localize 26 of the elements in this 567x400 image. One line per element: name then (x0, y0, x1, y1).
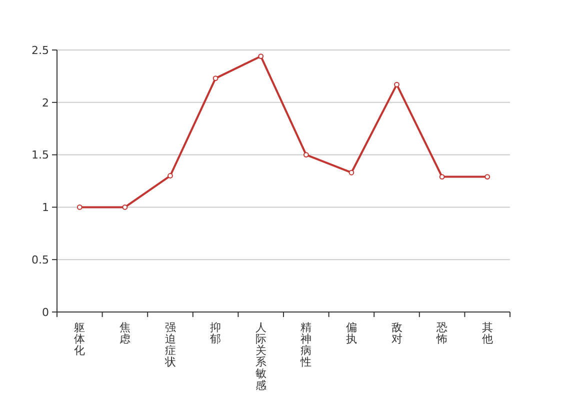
x-tick-label: 躯体化 (74, 321, 86, 358)
point (484, 174, 490, 180)
x-tick-label: 抑郁 (210, 321, 222, 346)
y-tick-label: 1.5 (32, 148, 49, 162)
y-tick-label: 1 (42, 201, 49, 214)
x-tick-label: 精神病性 (300, 321, 312, 369)
x-tick-label: 其他 (482, 321, 493, 346)
point (76, 204, 82, 210)
point (212, 76, 218, 81)
x-tick-label: 恐怖 (436, 321, 448, 346)
y-tick-label: 0 (42, 306, 49, 319)
x-tick-label: 强迫症状 (164, 321, 176, 369)
point (394, 82, 400, 88)
point (168, 173, 173, 178)
y-tick-label: 2.5 (32, 44, 49, 57)
x-tick-label: 敌对 (391, 321, 402, 346)
y-tick-label: 0.5 (32, 253, 49, 266)
x-tick-label: 偏执 (346, 321, 357, 346)
point (303, 152, 309, 158)
point (122, 204, 128, 210)
point (439, 174, 445, 180)
point (258, 54, 264, 59)
x-tick-label: 人际关系敏感 (255, 321, 266, 392)
x-tick-label: 焦虑 (119, 321, 130, 346)
y-tick-label: 2 (42, 96, 49, 110)
point (348, 170, 354, 176)
